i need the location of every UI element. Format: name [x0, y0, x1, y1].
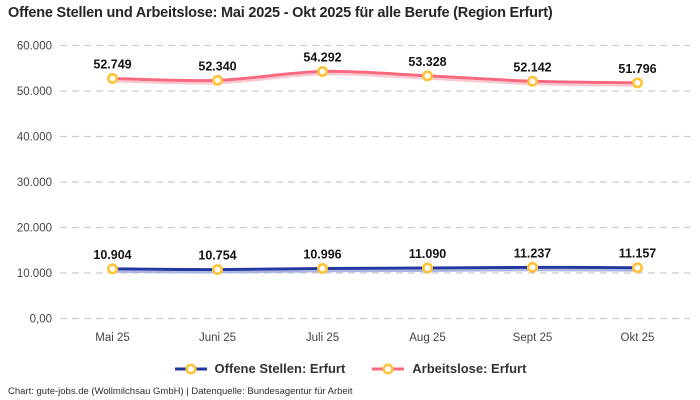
- data-point-label: 54.292: [303, 50, 341, 64]
- legend-line-marker-icon: [372, 362, 405, 375]
- data-point-marker[interactable]: [316, 65, 328, 77]
- legend-line-marker-icon: [174, 362, 207, 375]
- x-tick-label: Mai 25: [95, 332, 130, 344]
- y-tick-label: 30.000: [17, 177, 52, 189]
- data-point-marker[interactable]: [526, 75, 538, 87]
- y-tick-label: 60.000: [17, 41, 52, 53]
- y-tick-label: 10.000: [17, 268, 52, 280]
- data-point-label: 52.142: [513, 60, 551, 74]
- footer-attribution: Chart: gute-jobs.de (Wollmilchsau GmbH) …: [8, 386, 353, 397]
- series-line-shadow: [112, 269, 638, 274]
- y-tick-label: 0,00: [30, 314, 52, 326]
- data-point-marker[interactable]: [631, 262, 643, 274]
- data-point-label: 53.328: [408, 55, 446, 69]
- data-point-marker[interactable]: [316, 262, 328, 274]
- data-point-label: 52.340: [198, 59, 236, 73]
- data-point-label: 10.754: [198, 249, 236, 263]
- legend-item-arbeitslose: Arbeitslose: Erfurt: [371, 361, 526, 376]
- legend-label-offene-stellen: Offene Stellen: Erfurt: [214, 361, 346, 376]
- data-point-marker[interactable]: [212, 264, 224, 276]
- y-tick-label: 40.000: [17, 132, 52, 144]
- data-point-marker[interactable]: [212, 74, 224, 86]
- data-point-marker[interactable]: [107, 72, 119, 84]
- x-tick-label: Okt 25: [621, 332, 655, 344]
- data-point-marker[interactable]: [421, 70, 433, 82]
- x-tick-label: Sept 25: [513, 332, 553, 344]
- data-point-marker[interactable]: [631, 77, 643, 89]
- data-point-label: 51.796: [618, 62, 656, 76]
- x-tick-label: Juni 25: [199, 332, 236, 344]
- data-point-marker[interactable]: [421, 262, 433, 274]
- chart-canvas: 0,00 10.000 20.000 30.000 40.000 50.000 60.000…: [17, 41, 690, 344]
- series-line: [111, 69, 639, 85]
- series-line: [111, 265, 639, 272]
- data-point-label: 10.904: [93, 248, 131, 262]
- chart-title: Offene Stellen und Arbeitslose: Mai 2025…: [8, 5, 553, 21]
- data-point-label: 11.237: [514, 246, 552, 260]
- x-tick-label: Aug 25: [409, 332, 445, 344]
- data-point-marker[interactable]: [526, 261, 538, 273]
- series-line-shadow: [112, 73, 638, 87]
- data-point-marker[interactable]: [107, 263, 119, 275]
- data-point-label: 52.749: [93, 57, 131, 71]
- data-point-label: 10.996: [303, 247, 341, 261]
- legend-label-arbeitslose: Arbeitslose: Erfurt: [412, 361, 527, 376]
- data-point-label: 11.157: [619, 247, 657, 261]
- y-tick-label: 20.000: [17, 223, 52, 235]
- x-tick-label: Juli 25: [306, 332, 339, 344]
- y-tick-label: 50.000: [17, 86, 52, 98]
- legend-item-offene-stellen: Offene Stellen: Erfurt: [174, 361, 346, 376]
- data-point-label: 11.090: [409, 247, 447, 261]
- chart-legend: Offene Stellen: Erfurt Arbeitslose: Erfu…: [0, 361, 700, 376]
